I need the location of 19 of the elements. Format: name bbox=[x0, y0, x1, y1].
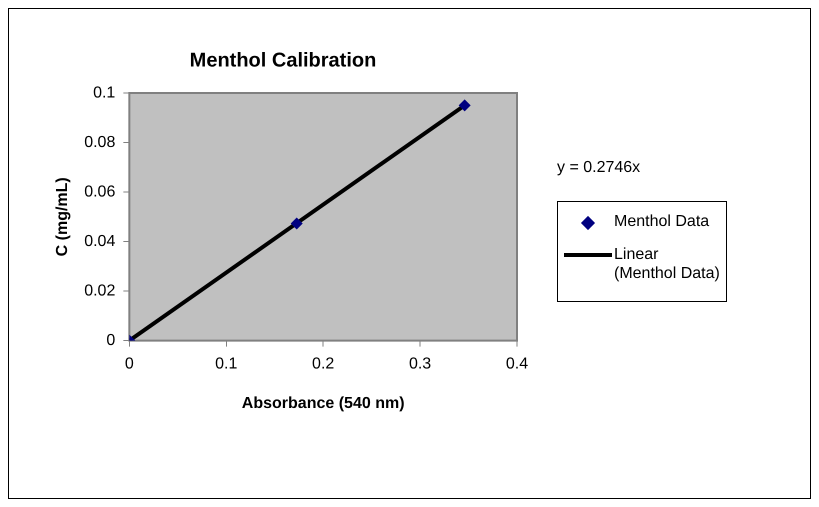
y-tick-label: 0.02 bbox=[84, 282, 116, 300]
y-tick-label: 0.08 bbox=[84, 134, 116, 151]
x-tick-label: 0.3 bbox=[408, 356, 432, 373]
y-tick-label: 0.1 bbox=[93, 84, 116, 102]
text: y = 0.2746x bbox=[557, 159, 640, 177]
y-tick-label: 0.04 bbox=[84, 232, 116, 250]
point bbox=[290, 217, 303, 230]
y-tick-label: 0.06 bbox=[84, 183, 116, 200]
x-tick-label: 0.1 bbox=[215, 356, 238, 373]
x-tick-label: 0.4 bbox=[506, 356, 528, 373]
x-tick-label: 0.2 bbox=[312, 356, 334, 373]
point bbox=[458, 99, 471, 112]
legend-label: Linear (Menthol Data) bbox=[614, 245, 721, 283]
x-tick-label: 0 bbox=[124, 356, 134, 373]
y-tick-label: 0 bbox=[106, 332, 116, 350]
y-axis-title: C (mg/mL) bbox=[54, 177, 72, 256]
legend-label: Menthol Data bbox=[614, 212, 710, 231]
x-axis-title: Absorbance (540 nm) bbox=[242, 394, 405, 412]
chart-title: Menthol Calibration bbox=[190, 50, 376, 72]
